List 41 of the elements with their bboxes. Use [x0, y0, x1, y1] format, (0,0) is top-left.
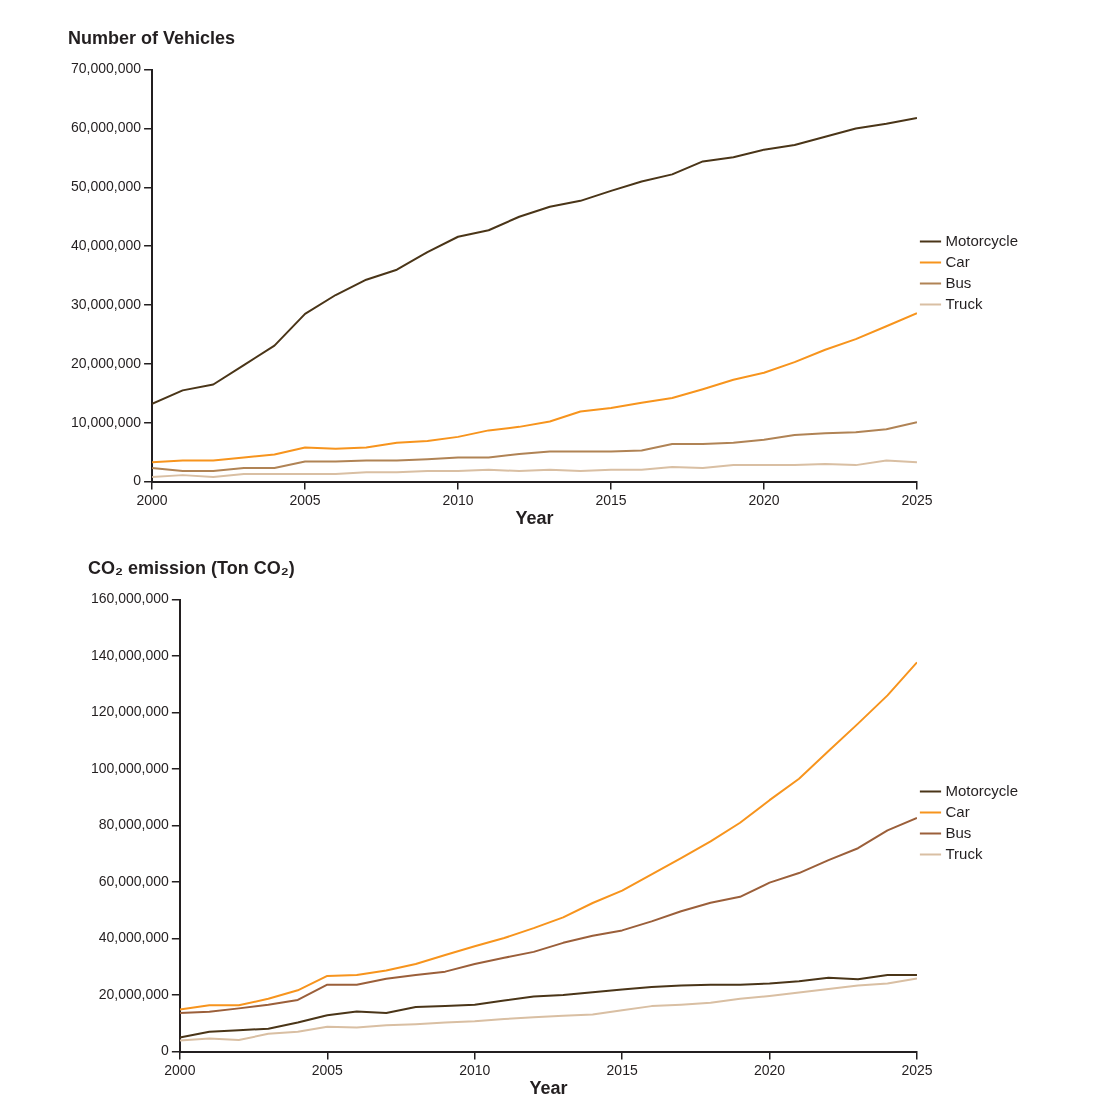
y-tick-label: 140,000,000 [91, 646, 170, 663]
y-tick-label: 60,000,000 [70, 119, 142, 136]
x-axis-title: Year [529, 1078, 568, 1099]
y-tick-label: 0 [133, 472, 142, 489]
chart-title: CO₂ emission (Ton CO₂) [88, 557, 295, 578]
y-tick-label: 20,000,000 [98, 985, 170, 1002]
x-tick-label: 2020 [748, 491, 780, 508]
legend-label: Car [945, 802, 970, 820]
x-tick-label: 2020 [753, 1061, 786, 1078]
y-tick-label: 30,000,000 [70, 295, 142, 312]
y-tick-label: 80,000,000 [98, 816, 170, 833]
x-tick-label: 2015 [606, 1061, 638, 1078]
legend-label: Bus [945, 273, 972, 291]
y-tick-label: 120,000,000 [91, 703, 170, 720]
x-tick-label: 2025 [901, 1061, 933, 1078]
y-tick-label: 60,000,000 [98, 872, 170, 889]
legend-label: Truck [945, 294, 983, 312]
legend-label: Bus [945, 823, 972, 841]
x-tick-label: 2000 [136, 491, 168, 508]
x-tick-label: 2010 [442, 491, 474, 508]
legend-label: Motorcycle [945, 231, 1019, 249]
x-tick-label: 2010 [459, 1061, 491, 1078]
y-tick-label: 50,000,000 [70, 178, 142, 195]
legend-label: Motorcycle [945, 781, 1019, 799]
x-tick-label: 2005 [289, 491, 321, 508]
y-tick-label: 40,000,000 [70, 237, 142, 254]
x-tick-label: 2025 [901, 491, 933, 508]
chart-title: Number of Vehicles [68, 27, 236, 48]
x-tick-label: 2015 [595, 491, 627, 508]
legend-label: Car [945, 252, 970, 270]
y-tick-label: 20,000,000 [70, 354, 142, 371]
x-axis-title: Year [515, 508, 554, 529]
y-tick-label: 40,000,000 [98, 929, 170, 946]
y-tick-label: 100,000,000 [91, 759, 170, 776]
y-tick-label: 10,000,000 [70, 413, 142, 430]
y-tick-label: 70,000,000 [70, 60, 142, 77]
x-tick-label: 2005 [311, 1061, 344, 1078]
y-tick-label: 160,000,000 [91, 590, 170, 607]
x-tick-label: 2000 [164, 1061, 196, 1078]
y-tick-label: 0 [161, 1042, 170, 1059]
legend-label: Truck [945, 844, 983, 862]
